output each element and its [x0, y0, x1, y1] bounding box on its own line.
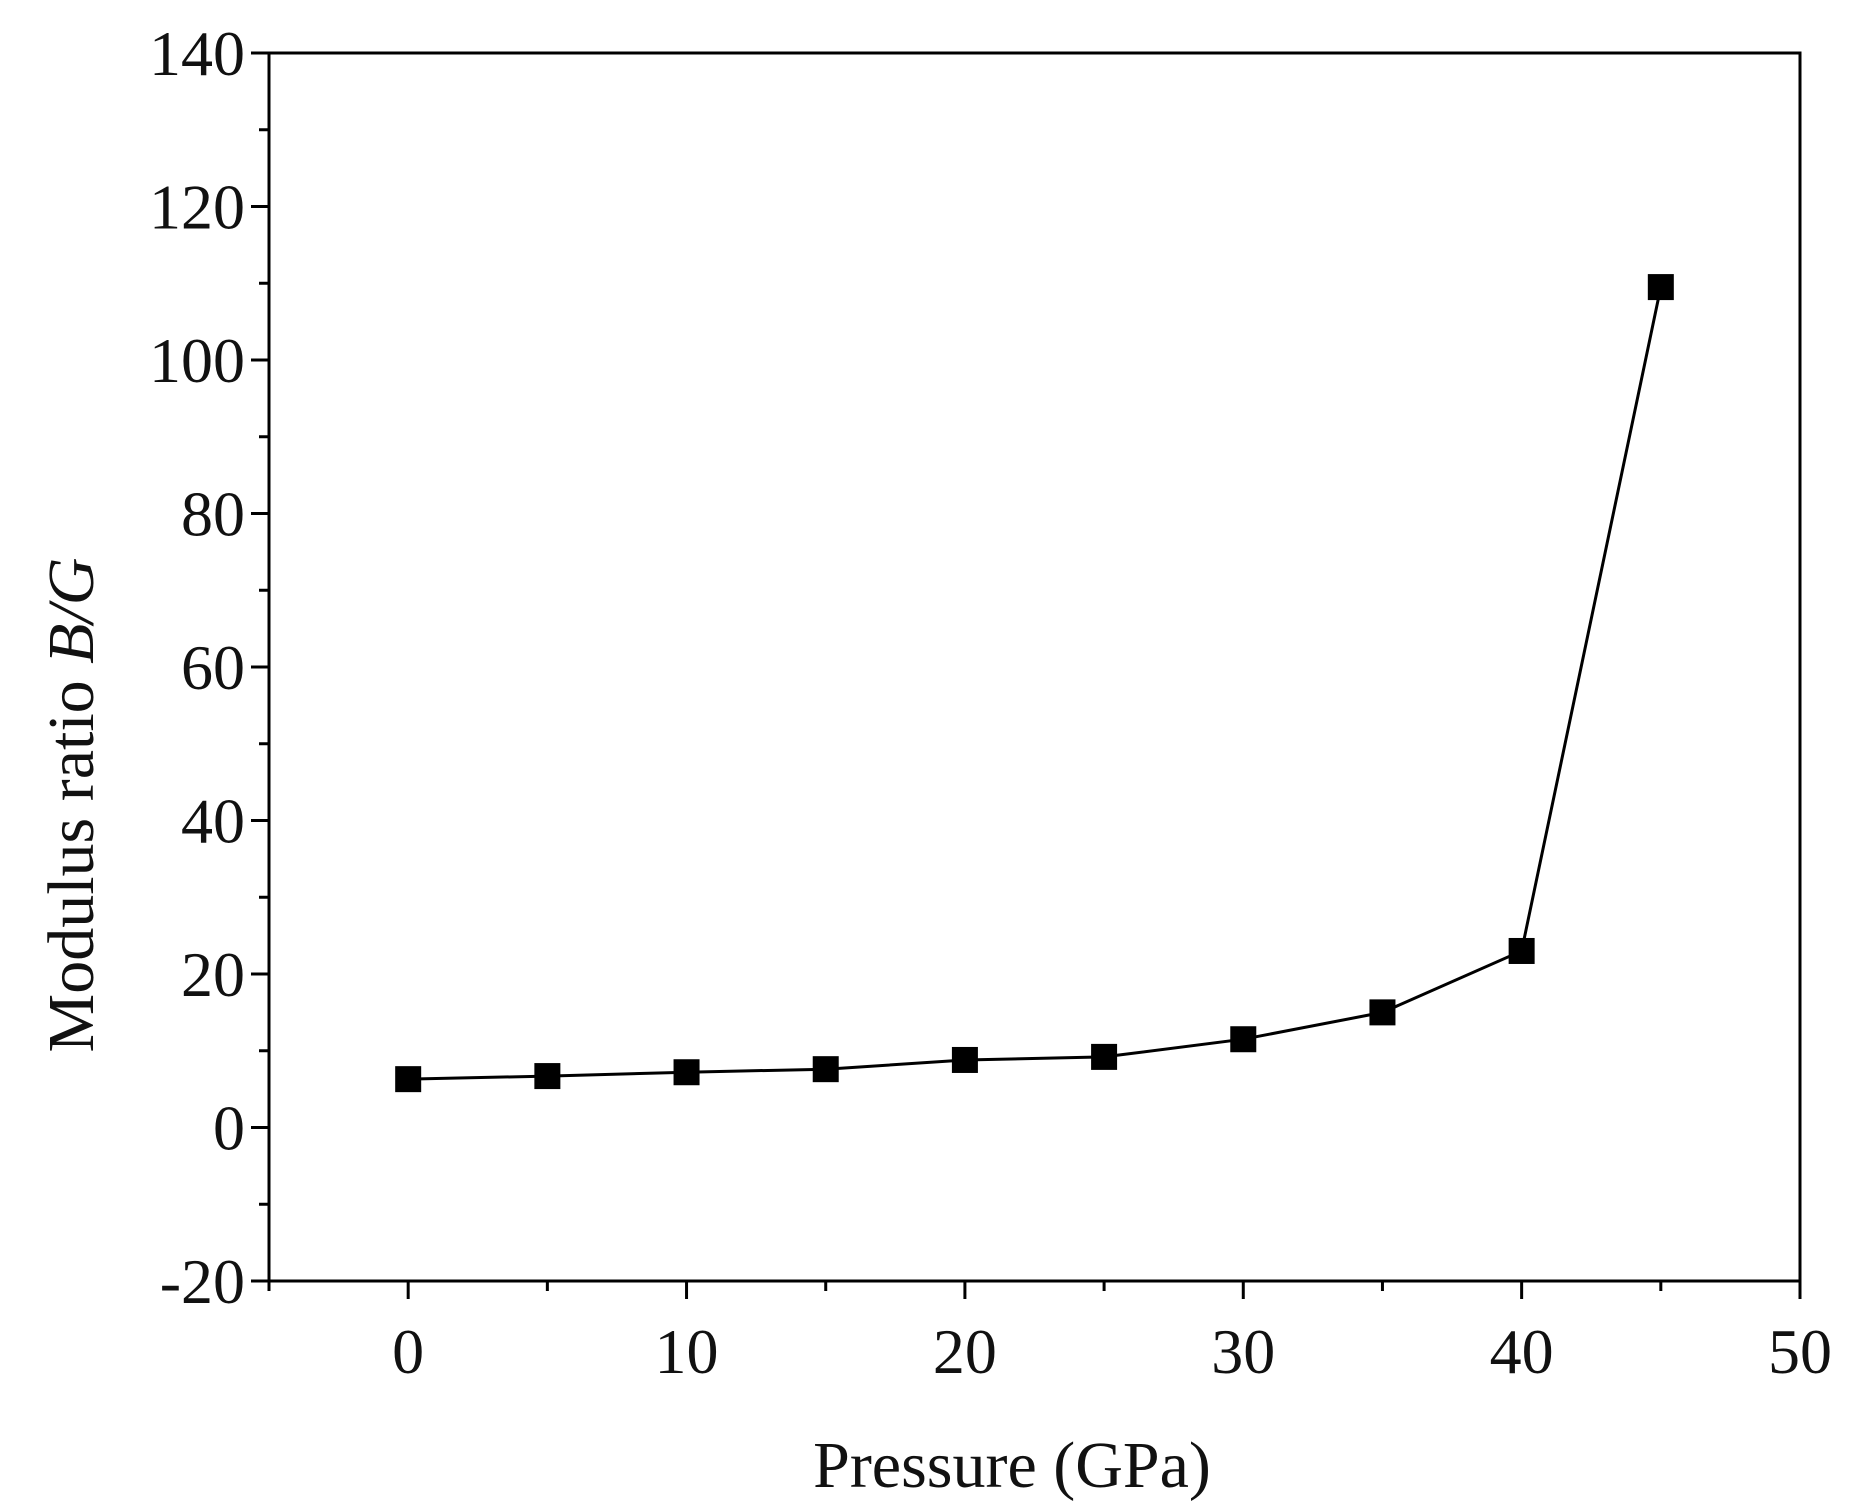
y-tick-label: 0 [213, 1093, 245, 1164]
y-axis-title-symbol: B/G [35, 558, 108, 664]
x-tick-label: 10 [655, 1316, 719, 1387]
data-point[interactable] [534, 1063, 561, 1090]
data-point[interactable] [1647, 274, 1674, 301]
x-tick-label: 50 [1768, 1316, 1832, 1387]
data-point[interactable] [673, 1059, 700, 1086]
y-tick-label: 40 [181, 786, 245, 857]
data-point[interactable] [1091, 1043, 1118, 1070]
y-tick-label: 80 [181, 479, 245, 550]
y-tick-label: 140 [149, 18, 245, 89]
y-axis-title: Modulus ratio B/G [35, 558, 108, 1053]
y-tick-label: 100 [149, 325, 245, 396]
y-tick-label: -20 [160, 1246, 245, 1317]
y-axis-title-text: Modulus ratio [35, 680, 108, 1052]
y-tick-label: 60 [181, 632, 245, 703]
data-point[interactable] [812, 1056, 839, 1083]
data-point[interactable] [1369, 999, 1396, 1026]
data-point[interactable] [951, 1046, 978, 1073]
plot-frame [267, 51, 1802, 1283]
plot-area: 0 10 20 30 40 50 -20 0 20 40 60 80 100 120 140 [149, 18, 1832, 1387]
x-axis-title: Pressure (GPa) [813, 1429, 1211, 1502]
x-tick-label: 30 [1211, 1316, 1275, 1387]
x-tick-label: 40 [1490, 1316, 1554, 1387]
x-tick-label: 20 [933, 1316, 997, 1387]
y-tick-label: 120 [149, 172, 245, 243]
data-point[interactable] [1230, 1026, 1257, 1053]
data-point[interactable] [395, 1066, 422, 1093]
x-tick-label: 0 [392, 1316, 424, 1387]
data-point[interactable] [1508, 937, 1535, 964]
series-line [408, 286, 1663, 1081]
y-tick-label: 20 [181, 939, 245, 1010]
